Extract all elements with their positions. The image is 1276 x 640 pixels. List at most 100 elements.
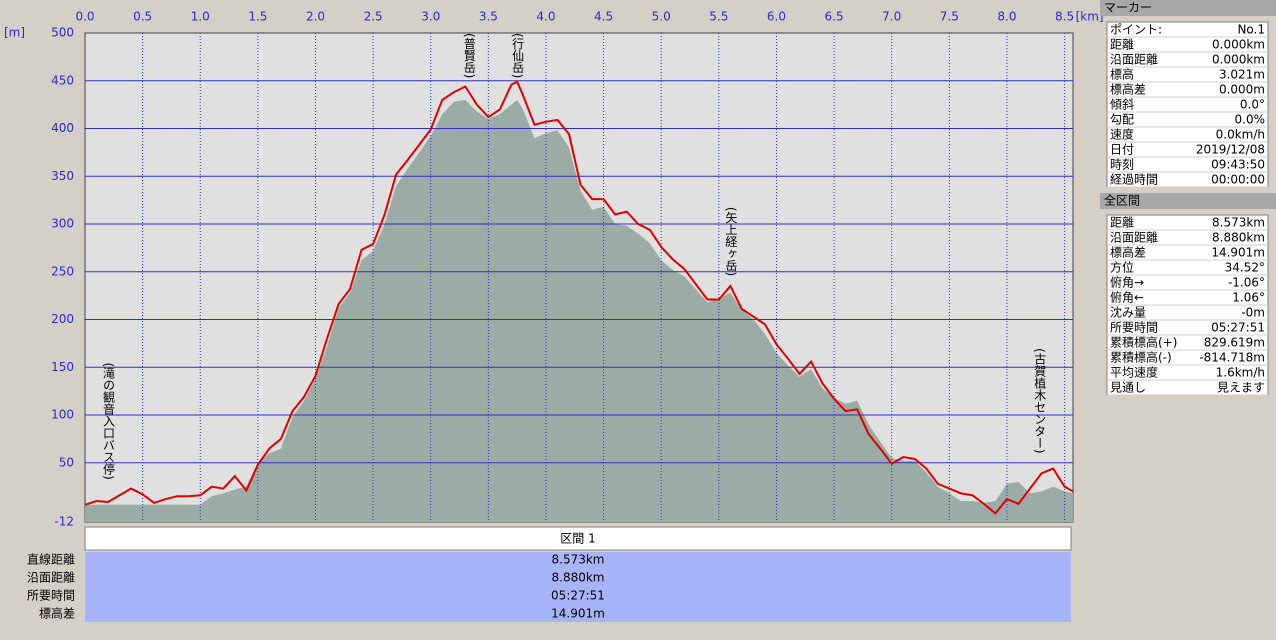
- y-tick-label: 450: [51, 73, 74, 87]
- row-label: 俯角→: [1110, 275, 1144, 290]
- row-label: 日付: [1110, 143, 1134, 157]
- row-value: 3.021m: [1219, 68, 1265, 82]
- panel-header: [1100, 0, 1276, 16]
- terrain-area: [85, 99, 1073, 522]
- row-value: 05:27:51: [1211, 321, 1265, 335]
- section-value: 8.880km: [552, 571, 605, 585]
- row-label: 累積標高(+): [1110, 335, 1177, 350]
- row-label: 距離: [1110, 216, 1134, 230]
- section-title: 区間 1: [560, 532, 595, 546]
- row-value: 2019/12/08: [1196, 143, 1265, 157]
- row-label: 勾配: [1110, 113, 1134, 127]
- section-value: 05:27:51: [551, 589, 605, 603]
- row-label: 標高差: [1110, 82, 1146, 97]
- section-label: 所要時間: [27, 589, 75, 603]
- route-line: [84, 80, 1074, 515]
- panel-title: マーカー: [1104, 1, 1152, 15]
- row-label: 標高差: [1110, 245, 1146, 260]
- y-tick-label: 150: [51, 360, 74, 374]
- row-label: 距離: [1110, 38, 1134, 52]
- row-value: 8.880km: [1212, 231, 1265, 245]
- section-value: 8.573km: [552, 553, 605, 567]
- row-label: 沿面距離: [1110, 231, 1158, 245]
- peak-label: (古賀植木センター): [1033, 348, 1047, 453]
- section-label: 沿面距離: [27, 571, 75, 585]
- section-label: 直線距離: [27, 552, 75, 567]
- row-value: 0.0%: [1235, 113, 1266, 127]
- y-tick-label: 200: [51, 312, 74, 326]
- row-value: 829.619m: [1204, 336, 1265, 350]
- peak-label: (矢上経ヶ岳): [724, 207, 738, 276]
- section-header: [84, 526, 1072, 551]
- row-label: 傾斜: [1110, 98, 1134, 112]
- row-value: -814.718m: [1199, 351, 1265, 365]
- x-tick-label: 8.0: [997, 10, 1016, 24]
- row-value: 34.52°: [1225, 261, 1265, 275]
- y-tick-label: 250: [51, 264, 74, 278]
- y-tick-label: 100: [51, 408, 74, 422]
- y-tick-label: 500: [51, 26, 74, 40]
- row-value: No.1: [1237, 23, 1265, 37]
- x-tick-label: 2.5: [364, 10, 383, 24]
- x-tick-label: 3.0: [421, 10, 440, 24]
- row-value: 1.6km/h: [1216, 366, 1265, 380]
- x-tick-label: 1.0: [191, 10, 210, 24]
- x-tick-label: 3.5: [479, 10, 498, 24]
- row-label: 沿面距離: [1110, 53, 1158, 67]
- x-tick-label: 1.5: [248, 10, 267, 24]
- row-label: 見通し: [1110, 381, 1146, 395]
- row-value: 0.0km/h: [1216, 128, 1265, 142]
- row-label: 沈み量: [1110, 305, 1146, 320]
- row-value: 09:43:50: [1211, 158, 1265, 172]
- x-tick-label: 6.0: [767, 10, 786, 24]
- y-tick-label: 50: [59, 455, 74, 469]
- panel-box: [1106, 21, 1269, 188]
- y-unit: [m]: [4, 26, 25, 40]
- peak-label: (滝の観音入口バス停): [102, 363, 116, 480]
- x-tick-label: 7.5: [940, 10, 959, 24]
- y-tick-label: 400: [51, 121, 74, 135]
- peak-label: (行仙岳): [511, 33, 525, 78]
- row-label: 速度: [1110, 127, 1134, 142]
- y-tick-label: -12: [54, 515, 74, 529]
- row-value: 00:00:00: [1211, 173, 1265, 187]
- x-tick-label: 5.0: [652, 10, 671, 24]
- x-tick-label: 5.5: [709, 10, 728, 24]
- row-value: 0.000km: [1212, 53, 1265, 67]
- row-value: 1.06°: [1232, 291, 1265, 305]
- row-label: 時刻: [1110, 158, 1134, 172]
- row-value: -0m: [1241, 306, 1265, 320]
- x-tick-label: 4.5: [594, 10, 613, 24]
- x-unit: [km]: [1076, 10, 1104, 24]
- x-tick-label: 4.0: [536, 10, 555, 24]
- y-tick-label: 350: [51, 169, 74, 183]
- peak-label: (普賢岳): [462, 33, 476, 78]
- row-value: 14.901m: [1211, 246, 1265, 260]
- row-label: 累積標高(-): [1110, 350, 1172, 365]
- row-label: ポイント:: [1110, 23, 1162, 37]
- section-value: 14.901m: [551, 607, 605, 621]
- panel-header: [1100, 193, 1276, 209]
- row-value: 8.573km: [1212, 216, 1265, 230]
- row-label: 俯角←: [1110, 290, 1144, 305]
- section-label: 標高差: [39, 606, 75, 621]
- row-value: -1.06°: [1228, 276, 1265, 290]
- x-tick-label: 6.5: [825, 10, 844, 24]
- row-label: 経過時間: [1110, 173, 1158, 187]
- row-value: 見えます: [1217, 381, 1265, 395]
- x-tick-label: 7.0: [882, 10, 901, 24]
- row-label: 平均速度: [1110, 365, 1158, 380]
- row-value: 0.0°: [1240, 98, 1265, 112]
- y-tick-label: 300: [51, 217, 74, 231]
- x-tick-label: 0.5: [133, 10, 152, 24]
- x-tick-label: 8.5: [1055, 10, 1074, 24]
- row-value: 0.000m: [1219, 83, 1265, 97]
- x-tick-label: 0.0: [75, 10, 94, 24]
- section-body: [85, 552, 1071, 622]
- x-tick-label: 2.0: [306, 10, 325, 24]
- row-label: 方位: [1110, 260, 1134, 275]
- row-label: 所要時間: [1110, 321, 1158, 335]
- row-label: 標高: [1110, 67, 1134, 82]
